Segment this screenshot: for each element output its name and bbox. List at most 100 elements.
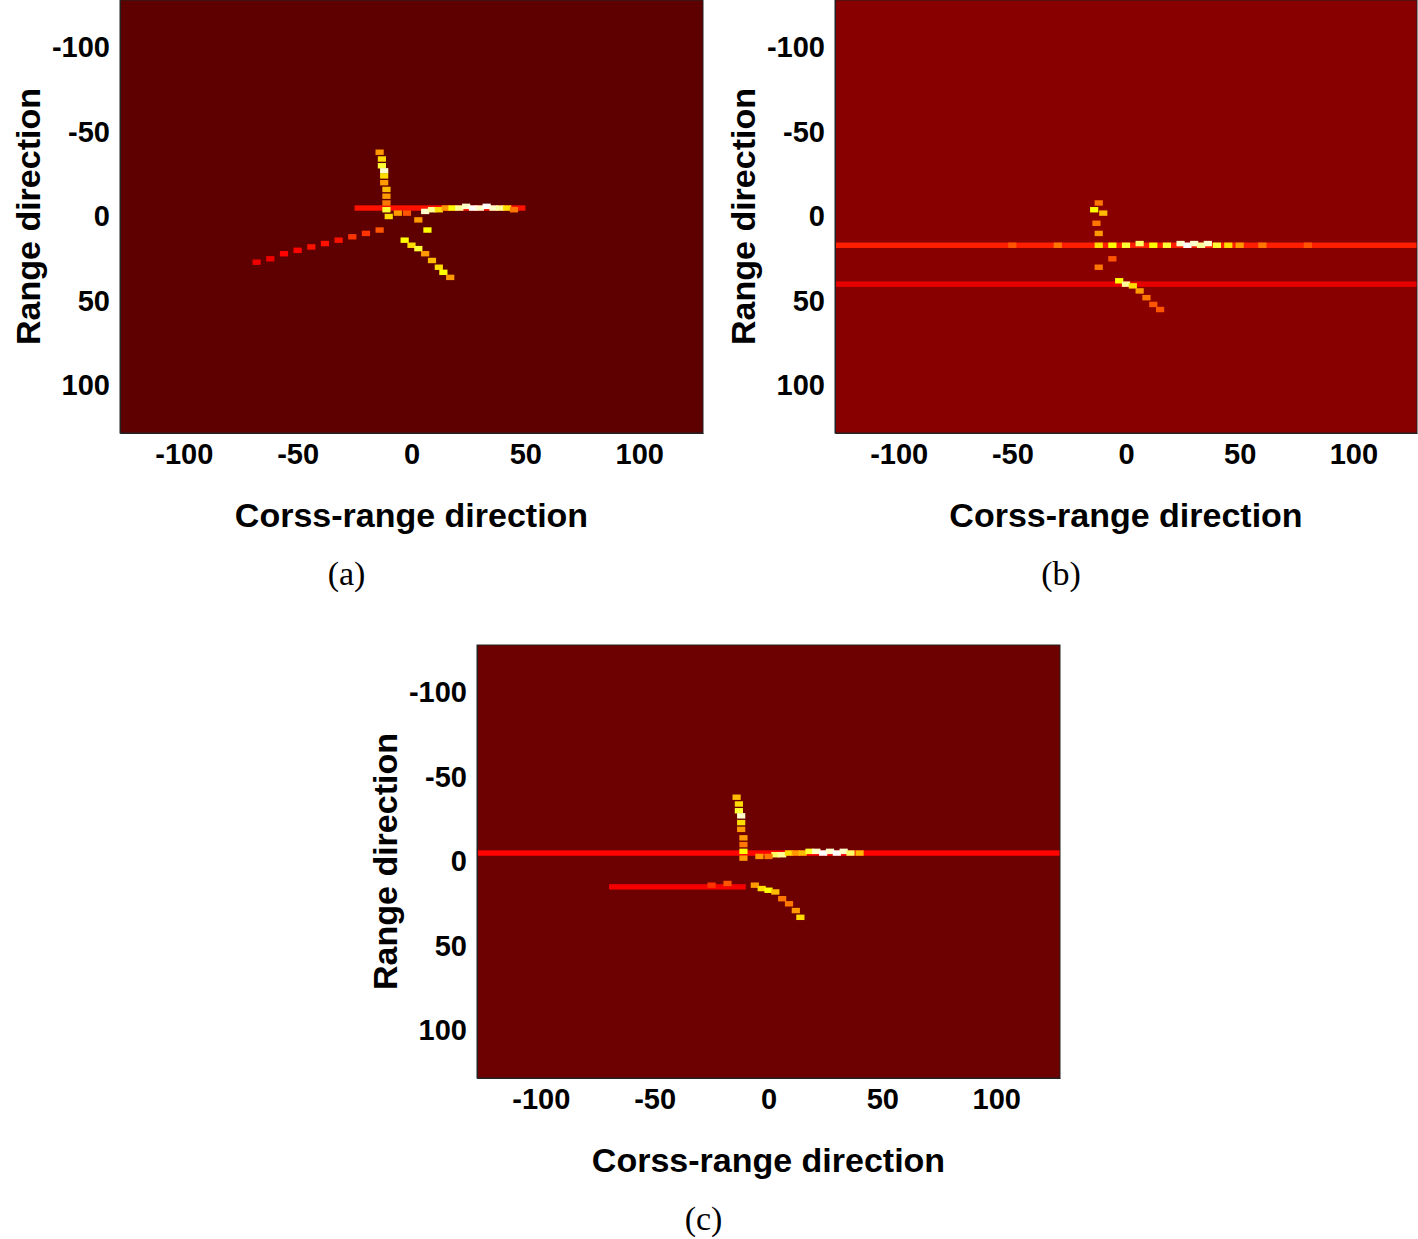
cell: [737, 820, 745, 825]
tick-label: 50: [435, 930, 467, 962]
tick: 0: [761, 1078, 777, 1115]
tick: 50: [510, 433, 542, 470]
cell: [1090, 207, 1098, 212]
cell: [382, 193, 390, 198]
cell: [723, 881, 731, 886]
tick-label: 0: [404, 438, 420, 470]
cell: [335, 237, 343, 242]
cell: [253, 259, 261, 264]
cell: [266, 256, 274, 261]
cell: [737, 827, 745, 832]
tick-label: 0: [1118, 438, 1134, 470]
cell: [1095, 231, 1103, 236]
cell: [401, 237, 409, 242]
tick-label: -50: [68, 116, 110, 148]
tick: -100: [155, 433, 213, 470]
tick: -50: [277, 433, 319, 470]
tick-label: 50: [867, 1083, 899, 1115]
axis-line: [120, 1, 121, 434]
tick-label: -100: [52, 31, 110, 63]
panel-label: (c): [685, 1200, 723, 1238]
cell: [376, 150, 384, 155]
cell: [1304, 243, 1312, 248]
cell: [1163, 243, 1171, 248]
y-axis-title: Range direction: [9, 88, 47, 345]
cell: [1054, 243, 1062, 248]
plot-frame: [120, 0, 703, 433]
cell: [1095, 265, 1103, 270]
x-axis-title: Corss-range direction: [235, 496, 588, 534]
cell: [739, 855, 747, 860]
y-axis: -100 -50 0 50 100: [409, 646, 478, 1079]
tick: 0: [94, 200, 120, 232]
cell: [382, 200, 390, 205]
tick-label: -100: [409, 676, 467, 708]
tick-label: 100: [419, 1014, 467, 1046]
y-axis-title: Range direction: [724, 88, 762, 345]
cell: [1008, 243, 1016, 248]
noise-background: [120, 0, 703, 433]
tick: -100: [767, 31, 835, 63]
cell: [1136, 241, 1144, 246]
plot-area: [477, 645, 1060, 1078]
cell: [435, 265, 443, 270]
cell: [294, 248, 302, 253]
axis-line: [835, 1, 836, 434]
panel: -100-50050100-100-50050100Corss-range di…: [366, 645, 1061, 1238]
cell: [394, 210, 402, 215]
tick-label: 100: [616, 438, 664, 470]
tick: -100: [870, 433, 928, 470]
cell: [755, 854, 763, 859]
cell: [348, 234, 356, 239]
plot-area: [120, 0, 703, 433]
cell: [796, 915, 804, 920]
cell: [739, 842, 747, 847]
y-axis: -100-50050100: [52, 1, 121, 434]
x-axis: -100 -50 0 50 100: [121, 433, 704, 470]
tick: 50: [78, 285, 120, 317]
plot-area: [835, 0, 1417, 433]
x-axis: -100 -50 0 50 100: [836, 433, 1418, 470]
cell: [414, 217, 422, 222]
cell: [1204, 241, 1212, 246]
tick-label: 0: [451, 845, 467, 877]
tick-label: -50: [992, 438, 1034, 470]
cell: [778, 896, 786, 901]
cell: [785, 901, 793, 906]
tick-label: -100: [870, 438, 928, 470]
cell: [735, 801, 743, 806]
cell: [307, 244, 315, 249]
cell: [380, 168, 388, 173]
cell: [1156, 307, 1164, 312]
cell: [739, 849, 747, 854]
axis-line: [477, 646, 478, 1079]
cell: [1213, 243, 1221, 248]
cell: [1108, 243, 1116, 248]
tick: 100: [973, 1078, 1021, 1115]
tick-label: -50: [783, 116, 825, 148]
tick-label: 50: [1224, 438, 1256, 470]
cell: [403, 210, 411, 215]
cell: [1149, 302, 1157, 307]
tick-label: -50: [634, 1083, 676, 1115]
cell: [707, 882, 715, 887]
axis-line: [121, 433, 704, 434]
tick: 100: [616, 433, 664, 470]
tick: 100: [1330, 433, 1378, 470]
tick-label: -100: [767, 31, 825, 63]
tick-label: 50: [78, 285, 110, 317]
cell: [1224, 243, 1232, 248]
cell: [739, 835, 747, 840]
tick-label: -50: [425, 761, 467, 793]
cell: [421, 251, 429, 256]
axis-line: [836, 433, 1418, 434]
tick: -50: [634, 1078, 676, 1115]
cell: [737, 813, 745, 818]
cell: [380, 180, 388, 185]
tick-label: 100: [777, 369, 825, 401]
tick-label: 100: [1330, 438, 1378, 470]
panel: -100-50050100-100-50050100Corss-range di…: [9, 0, 704, 593]
cell: [735, 808, 743, 813]
noise-background: [477, 645, 1060, 1078]
cell: [423, 227, 431, 232]
